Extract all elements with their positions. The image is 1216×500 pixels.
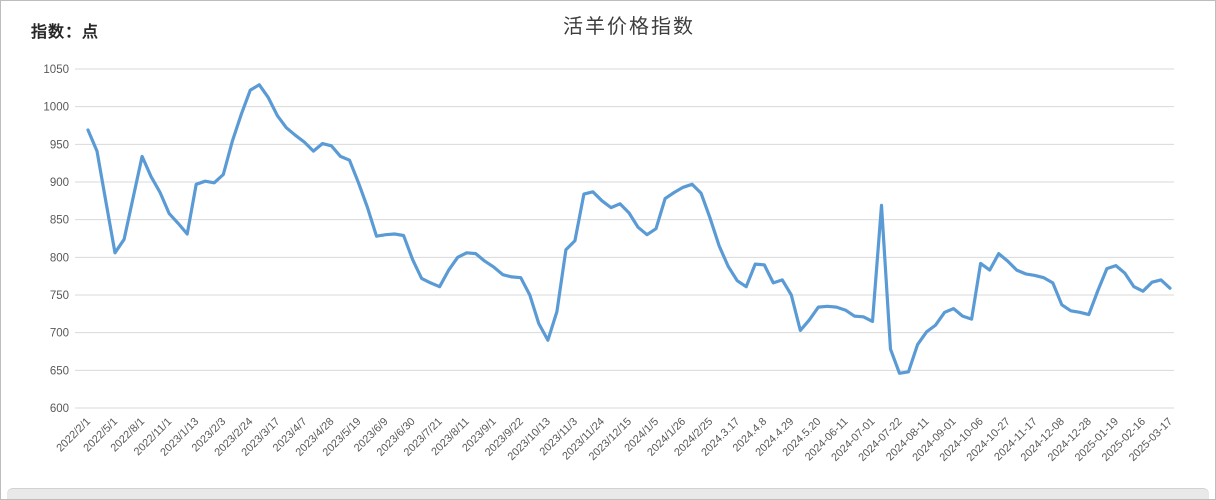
y-tick-label: 900 [50, 177, 69, 189]
y-axis-unit-label: 指数：点 [31, 24, 100, 41]
y-tick-label: 800 [50, 252, 69, 264]
y-tick-label: 650 [50, 365, 69, 377]
y-tick-label: 700 [50, 328, 69, 340]
window-bottom-edge [7, 488, 1209, 499]
y-tick-label: 600 [50, 403, 69, 415]
y-tick-label: 1050 [43, 64, 69, 76]
chart-title: 活羊价格指数 [563, 16, 695, 38]
y-tick-label: 1000 [43, 102, 69, 114]
price-index-line [86, 83, 1172, 375]
y-tick-label: 850 [50, 215, 69, 227]
y-tick-label: 750 [50, 290, 69, 302]
y-tick-label: 950 [50, 139, 69, 151]
